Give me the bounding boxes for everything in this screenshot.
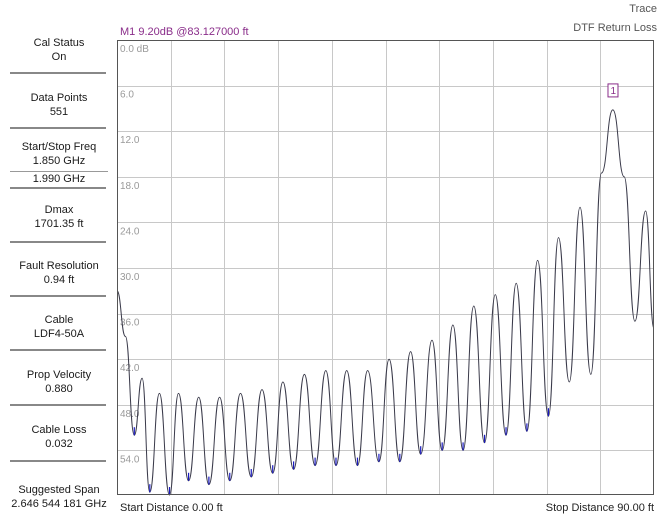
data-points-value: 551: [49, 106, 69, 118]
dmax-item[interactable]: Dmax 1701.35 ft: [0, 203, 118, 231]
plot-border: [117, 40, 654, 495]
cal-status-value: On: [51, 51, 67, 63]
cal-status-item[interactable]: Cal Status On: [0, 36, 118, 64]
y-tick-label: 12.0: [120, 135, 140, 146]
y-tick-label: 24.0: [120, 226, 140, 237]
trace-softkey-title[interactable]: Trace: [629, 3, 657, 15]
marker-1-label: 1: [610, 86, 616, 97]
y-tick-label: 54.0: [120, 454, 140, 465]
cable-label: Cable: [44, 314, 74, 326]
stop-distance-label: Stop Distance 90.00 ft: [545, 502, 654, 514]
cable-loss-value: 0.032: [45, 438, 73, 450]
data-points-label: Data Points: [30, 92, 88, 104]
marker-readout: M1 9.20dB @83.127000 ft: [120, 26, 249, 38]
sidebar-divider: [10, 241, 106, 243]
data-points-item[interactable]: Data Points 551: [0, 91, 118, 119]
start-distance-label: Start Distance 0.00 ft: [120, 502, 223, 514]
y-tick-label: 48.0: [120, 409, 140, 420]
marker-layer: 1: [607, 83, 619, 98]
sidebar-divider: [10, 404, 106, 406]
dtf-return-loss-chart[interactable]: 0.0 dB 6.0 12.0 18.0 24.0 30.0 36.0 42.0 48.0 54.…: [116, 40, 655, 496]
marker-1-box[interactable]: [607, 83, 619, 98]
y-tick-label: 42.0: [120, 363, 140, 374]
fault-resolution-value: 0.94 ft: [43, 274, 75, 286]
sidebar-divider: [10, 187, 106, 189]
fault-resolution-label: Fault Resolution: [19, 260, 99, 272]
prop-velocity-value: 0.880: [45, 383, 73, 395]
cal-status-label: Cal Status: [33, 37, 85, 49]
suggested-span-item[interactable]: Suggested Span 2.646 544 181 GHz: [0, 483, 118, 511]
return-loss-trace: [116, 109, 655, 496]
sidebar-divider: [10, 72, 106, 74]
sidebar-divider: [10, 460, 106, 462]
start-stop-freq-item[interactable]: Start/Stop Freq 1.850 GHz 1.990 GHz: [0, 140, 118, 186]
y-axis-ticks: 0.0 dB 6.0 12.0 18.0 24.0 30.0 36.0 42.0 48.0 54.…: [120, 44, 149, 465]
start-stop-freq-label: Start/Stop Freq: [21, 141, 97, 153]
cable-value: LDF4-50A: [33, 328, 85, 340]
cable-item[interactable]: Cable LDF4-50A: [0, 313, 118, 341]
y-tick-label: 0.0 dB: [120, 44, 149, 55]
sidebar-divider: [10, 127, 106, 129]
sidebar-divider: [10, 349, 106, 351]
start-freq-value: 1.850 GHz: [32, 155, 86, 167]
y-tick-label: 36.0: [120, 318, 140, 329]
prop-velocity-label: Prop Velocity: [26, 369, 92, 381]
suggested-span-value: 2.646 544 181 GHz: [11, 498, 107, 510]
settings-sidebar: Cal Status On Data Points 551 Start/Stop…: [0, 0, 118, 522]
prop-velocity-item[interactable]: Prop Velocity 0.880: [0, 368, 118, 396]
cable-loss-label: Cable Loss: [31, 424, 87, 436]
chart-grid: [117, 40, 654, 495]
fault-resolution-item[interactable]: Fault Resolution 0.94 ft: [0, 259, 118, 287]
y-tick-label: 18.0: [120, 181, 140, 192]
dmax-label: Dmax: [44, 204, 74, 216]
sidebar-divider: [10, 295, 106, 297]
trace-layer: [116, 109, 655, 496]
cable-loss-item[interactable]: Cable Loss 0.032: [0, 423, 118, 451]
dmax-value: 1701.35 ft: [34, 218, 84, 230]
trace-name: DTF Return Loss: [573, 22, 657, 34]
y-tick-label: 30.0: [120, 272, 140, 283]
y-tick-label: 6.0: [120, 90, 134, 101]
stop-freq-value: 1.990 GHz: [10, 171, 108, 186]
suggested-span-label: Suggested Span: [18, 484, 100, 496]
